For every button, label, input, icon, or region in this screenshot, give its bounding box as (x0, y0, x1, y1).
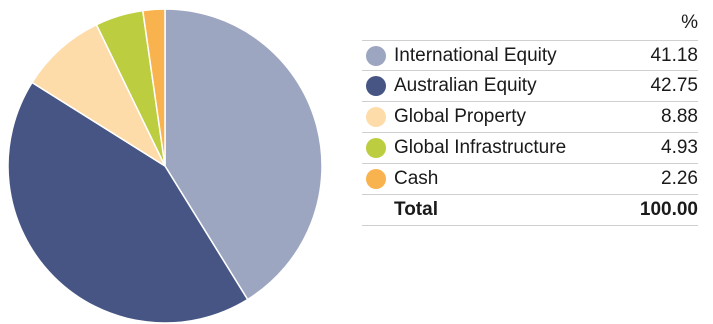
legend-label-australian-equity: Australian Equity (394, 75, 537, 96)
unit-header: % (681, 12, 698, 33)
legend-row-australian-equity: Australian Equity 42.75 (362, 71, 698, 102)
legend-value-global-infrastructure: 4.93 (661, 137, 698, 158)
total-row: Total 100.00 (362, 195, 698, 226)
pie-slice-global-property (31, 23, 167, 169)
pie-slice-cash (141, 8, 166, 167)
legend-value-australian-equity: 42.75 (650, 75, 698, 96)
legend-swatch-global-property (366, 107, 386, 127)
legend-swatch-australian-equity (366, 76, 386, 96)
legend-swatch-global-infrastructure (366, 138, 386, 158)
legend-label-global-infrastructure: Global Infrastructure (394, 137, 567, 158)
total-label: Total (394, 199, 438, 220)
total-value: 100.00 (639, 199, 698, 220)
legend-table: International Equity 41.18 Australian Eq… (362, 40, 698, 226)
legend-value-international-equity: 41.18 (650, 45, 698, 66)
legend-value-global-property: 8.88 (661, 106, 698, 127)
legend-row-cash: Cash 2.26 (362, 164, 698, 195)
legend-row-global-property: Global Property 8.88 (362, 102, 698, 133)
legend-swatch-cash (366, 169, 386, 189)
legend-label-cash: Cash (394, 168, 439, 189)
pie-slice-international-equity (164, 8, 323, 301)
legend-swatch-international-equity (366, 46, 386, 66)
legend-value-cash: 2.26 (661, 168, 698, 189)
legend-label-international-equity: International Equity (394, 45, 557, 66)
pie-slice-australian-equity (7, 81, 249, 324)
legend-row-global-infrastructure: Global Infrastructure 4.93 (362, 133, 698, 164)
legend-row-international-equity: International Equity 41.18 (362, 40, 698, 71)
legend-label-global-property: Global Property (394, 106, 527, 127)
pie-chart (7, 8, 323, 324)
